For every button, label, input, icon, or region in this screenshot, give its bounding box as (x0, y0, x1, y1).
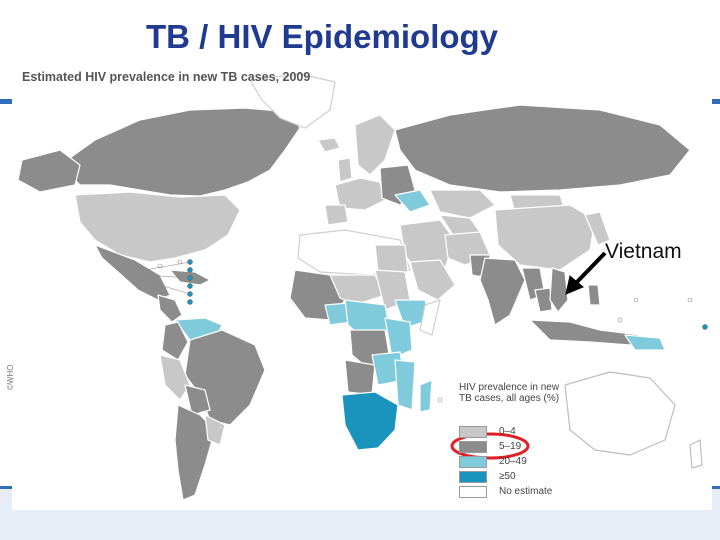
island-leader-line (149, 281, 191, 295)
scandinavia-region (354, 114, 396, 176)
iceland-region (317, 137, 341, 153)
korea-japan-region (584, 211, 611, 246)
angola-region (344, 359, 376, 396)
thailand-region (534, 287, 553, 313)
bolivia-region (184, 384, 211, 416)
island-marker (187, 283, 193, 289)
ukraine-region (394, 189, 431, 213)
philippines-region (587, 284, 601, 306)
legend-label: 5–19 (499, 441, 522, 452)
colombia-region (161, 321, 189, 361)
legend-swatch (459, 486, 487, 498)
madagascar-region (419, 379, 433, 413)
alaska-region (17, 149, 81, 193)
mozambique-region (394, 359, 416, 411)
legend-swatch (459, 471, 487, 483)
island-marker (702, 324, 708, 330)
legend-swatch (459, 426, 487, 438)
egypt-region (374, 244, 409, 273)
central-america-region (157, 294, 183, 323)
island-leader-line (144, 261, 191, 271)
arabia-region (409, 259, 456, 301)
sahel-region (329, 274, 386, 306)
canada-region (59, 107, 301, 197)
legend-label: 20–49 (499, 456, 527, 467)
southern-africa-region (341, 391, 399, 451)
peru-region (159, 354, 191, 401)
right-accent-bar (708, 99, 720, 104)
legend-highlight-ring (450, 432, 530, 460)
legend-label: 0–4 (499, 426, 516, 437)
legend-label: No estimate (499, 486, 553, 497)
map-title: Estimated HIV prevalence in new TB cases… (22, 70, 311, 84)
island-marker (187, 267, 193, 273)
papua-region (624, 334, 666, 351)
island-leader-line (144, 274, 191, 279)
new-zealand-region (689, 439, 703, 469)
greenland-region (249, 73, 336, 129)
legend-swatch (459, 441, 487, 453)
left-accent-bar (0, 99, 12, 104)
vietnam-callout-label: Vietnam (605, 240, 682, 263)
island-marker (687, 297, 693, 303)
vietnam-region (549, 267, 569, 313)
island-marker (187, 299, 193, 305)
legend-swatch (459, 456, 487, 468)
usa-region (74, 191, 241, 263)
indonesia-region (529, 319, 641, 346)
uk-region (337, 157, 353, 183)
island-marker (437, 397, 443, 403)
russia-region (394, 104, 691, 193)
island-marker (633, 297, 639, 303)
india-region (479, 257, 526, 326)
kazakhstan-region (429, 189, 496, 219)
legend-label: ≥50 (499, 471, 516, 482)
somalia-region (419, 299, 441, 336)
island-marker (617, 317, 623, 323)
copyright-note: ©WHO (6, 364, 15, 390)
paraguay-uruguay-region (204, 414, 226, 446)
australia-region (564, 371, 676, 456)
kenya-tanzania-region (384, 317, 413, 359)
legend-title: HIV prevalence in new TB cases, all ages… (459, 382, 560, 404)
mexico-region (94, 244, 171, 301)
china-region (494, 204, 596, 271)
vietnam-arrow (565, 251, 607, 295)
iberia-region (324, 204, 349, 226)
slide-title: TB / HIV Epidemiology (146, 18, 499, 55)
